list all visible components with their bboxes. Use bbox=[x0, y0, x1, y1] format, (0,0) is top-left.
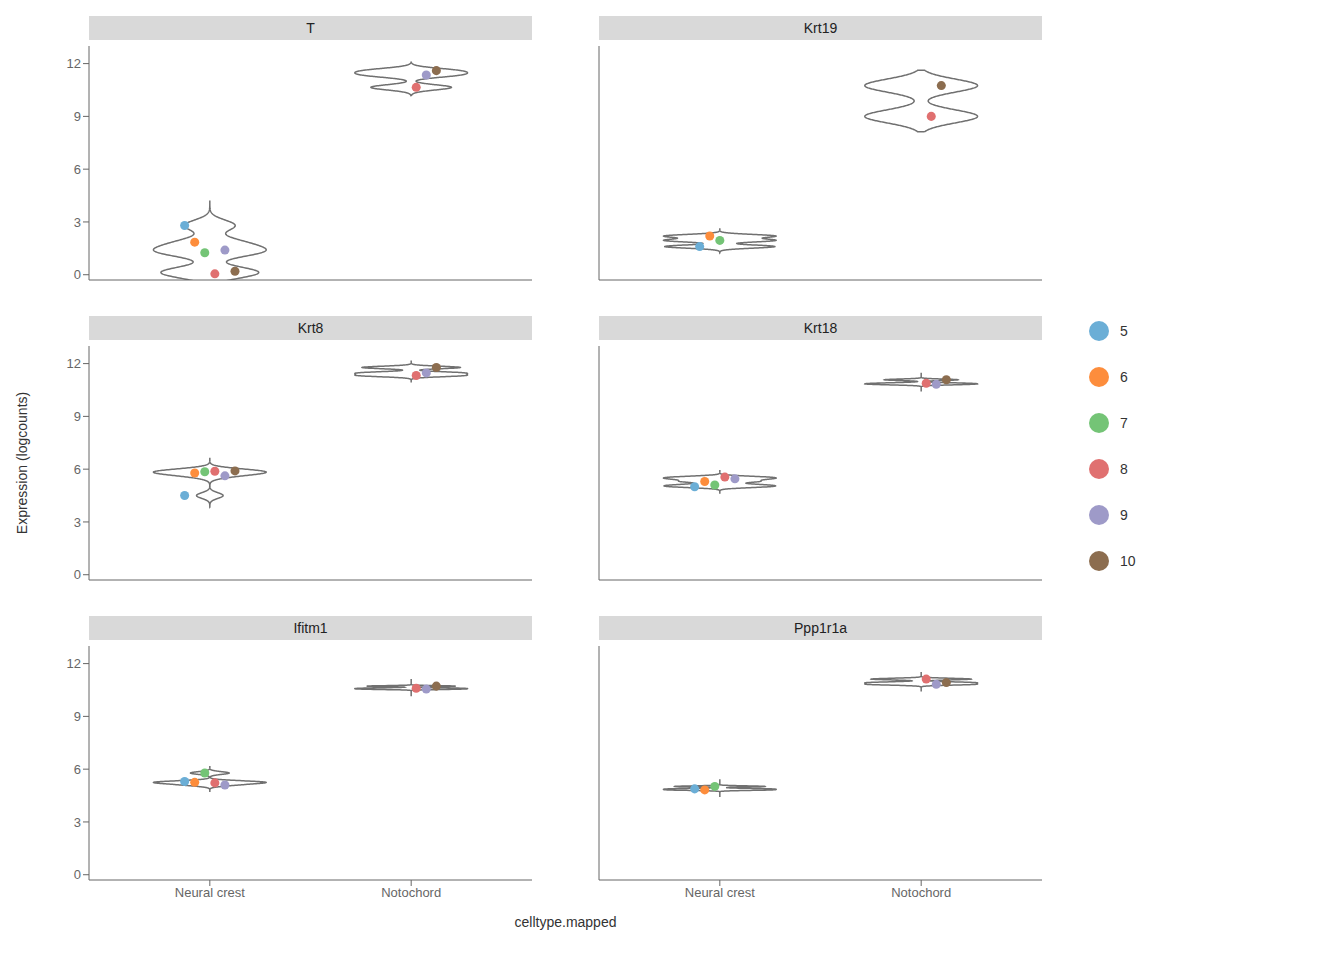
html-text:7: 7 bbox=[1120, 415, 1128, 431]
svg-text:6: 6 bbox=[74, 462, 81, 477]
html-text:8: 8 bbox=[1120, 461, 1128, 477]
html-text:T: T bbox=[306, 20, 315, 36]
svg-text:Notochord: Notochord bbox=[381, 885, 441, 900]
svg-text:12: 12 bbox=[67, 56, 81, 71]
svg-text:Neural crest: Neural crest bbox=[685, 885, 755, 900]
html-text:celltype.mapped: celltype.mapped bbox=[514, 914, 617, 930]
svg-text:3: 3 bbox=[74, 515, 81, 530]
svg-text:0: 0 bbox=[74, 867, 81, 882]
svg-text:12: 12 bbox=[67, 656, 81, 671]
svg-text:12: 12 bbox=[67, 356, 81, 371]
svg-text:3: 3 bbox=[74, 215, 81, 230]
svg-text:9: 9 bbox=[74, 109, 81, 124]
html-text:Ifitm1: Ifitm1 bbox=[293, 620, 328, 636]
html-text:Expression (logcounts): Expression (logcounts) bbox=[14, 391, 30, 535]
html-text:Krt19: Krt19 bbox=[803, 20, 838, 36]
svg-text:3: 3 bbox=[74, 815, 81, 830]
svg-text:Neural crest: Neural crest bbox=[175, 885, 245, 900]
html-text:10: 10 bbox=[1120, 553, 1136, 569]
html-text:Ppp1r1a: Ppp1r1a bbox=[794, 620, 847, 636]
html-text:5: 5 bbox=[1120, 323, 1128, 339]
svg-text:0: 0 bbox=[74, 567, 81, 582]
svg-text:6: 6 bbox=[74, 762, 81, 777]
svg-text:Notochord: Notochord bbox=[891, 885, 951, 900]
svg-text:0: 0 bbox=[74, 267, 81, 282]
svg-text:9: 9 bbox=[74, 409, 81, 424]
svg-text:9: 9 bbox=[74, 709, 81, 724]
svg-text:6: 6 bbox=[74, 162, 81, 177]
html-text:6: 6 bbox=[1120, 369, 1128, 385]
html-text:Krt8: Krt8 bbox=[297, 320, 324, 336]
html-text:9: 9 bbox=[1120, 507, 1128, 523]
html-text:Krt18: Krt18 bbox=[803, 320, 838, 336]
